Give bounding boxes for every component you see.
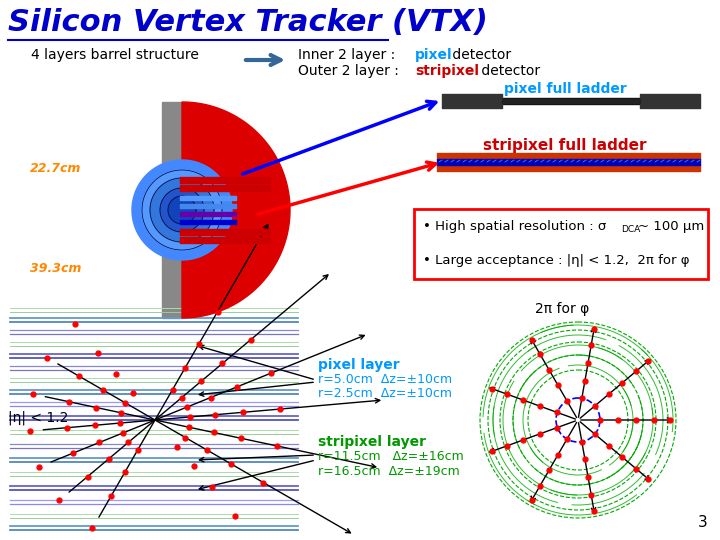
FancyBboxPatch shape <box>414 209 708 279</box>
Polygon shape <box>182 102 290 318</box>
Text: 4 layers barrel structure: 4 layers barrel structure <box>31 48 199 62</box>
Text: pixel layer: pixel layer <box>318 358 400 372</box>
Text: detector: detector <box>448 48 511 62</box>
Text: r=5.0cm  Δz=±10cm: r=5.0cm Δz=±10cm <box>318 373 452 386</box>
Text: Silicon Vertex Tracker (VTX): Silicon Vertex Tracker (VTX) <box>8 8 488 37</box>
Text: 2π for φ: 2π for φ <box>535 302 589 316</box>
Text: r=11.5cm   Δz=±16cm: r=11.5cm Δz=±16cm <box>318 450 464 463</box>
Polygon shape <box>142 170 222 250</box>
Text: Inner 2 layer :: Inner 2 layer : <box>298 48 400 62</box>
Text: pixel: pixel <box>415 48 453 62</box>
Text: DCA: DCA <box>621 225 640 234</box>
Text: 22.7cm: 22.7cm <box>30 162 81 175</box>
Text: 39.3cm: 39.3cm <box>30 262 81 275</box>
Text: stripixel layer: stripixel layer <box>318 435 426 449</box>
Polygon shape <box>160 188 204 232</box>
Polygon shape <box>162 102 182 318</box>
Text: r=2.5cm  Δz=±10cm: r=2.5cm Δz=±10cm <box>318 387 452 400</box>
Text: • Large acceptance : |η| < 1.2,  2π for φ: • Large acceptance : |η| < 1.2, 2π for φ <box>423 254 690 267</box>
Text: |η| < 1.2: |η| < 1.2 <box>8 411 68 426</box>
Text: pixel full ladder: pixel full ladder <box>503 82 626 96</box>
Text: detector: detector <box>477 64 540 78</box>
Text: ~ 100 μm: ~ 100 μm <box>638 220 704 233</box>
Text: • High spatial resolution : σ: • High spatial resolution : σ <box>423 220 606 233</box>
Polygon shape <box>132 160 232 260</box>
Text: r=16.5cm  Δz=±19cm: r=16.5cm Δz=±19cm <box>318 465 460 478</box>
Polygon shape <box>168 196 196 224</box>
Text: stripixel: stripixel <box>415 64 479 78</box>
Polygon shape <box>150 178 214 242</box>
Text: stripixel full ladder: stripixel full ladder <box>483 138 647 153</box>
Text: 3: 3 <box>698 515 708 530</box>
Text: Outer 2 layer :: Outer 2 layer : <box>298 64 403 78</box>
